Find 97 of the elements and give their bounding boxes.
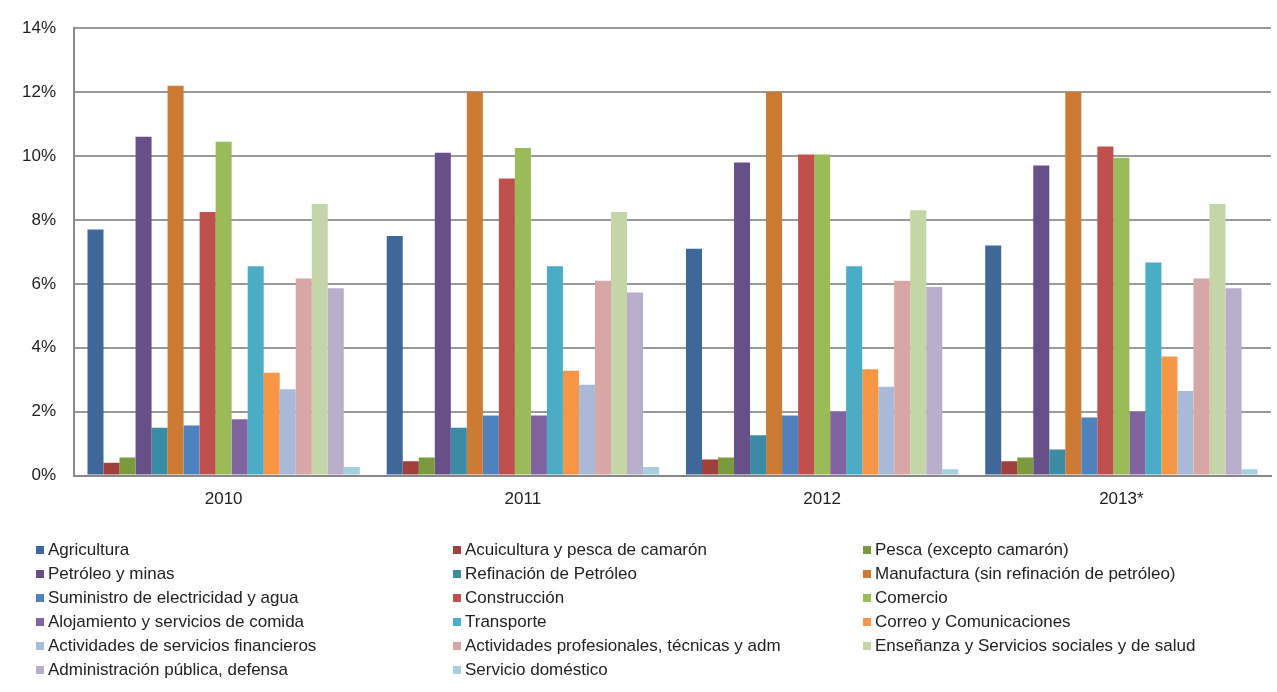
- bar: [1209, 203, 1226, 475]
- legend-label: Transporte: [465, 611, 547, 633]
- bar: [643, 466, 660, 475]
- bar: [798, 154, 815, 475]
- x-tick-label: 2011: [504, 489, 542, 509]
- bar: [734, 162, 751, 475]
- x-tick-label: 2010: [204, 489, 243, 509]
- bar: [434, 152, 451, 475]
- y-tick-label: 4%: [31, 337, 57, 357]
- bar: [718, 457, 735, 475]
- legend-label: Administración pública, defensa: [48, 659, 289, 681]
- bar: [942, 469, 959, 475]
- bar: [610, 211, 628, 475]
- y-tick-label: 14%: [21, 17, 57, 37]
- bar: [766, 92, 783, 475]
- bar: [750, 435, 767, 475]
- bar: [247, 266, 264, 475]
- bar: [562, 370, 579, 475]
- bar: [199, 211, 216, 475]
- bar: [327, 288, 344, 475]
- legend-label: Actividades profesionales, técnicas y adm: [465, 635, 781, 657]
- bar: [1081, 417, 1098, 475]
- legend-label: Petróleo y minas: [48, 563, 175, 585]
- bar: [418, 457, 435, 475]
- bar: [450, 427, 467, 475]
- bar: [862, 369, 879, 475]
- bar: [910, 210, 927, 475]
- bar: [1193, 278, 1210, 475]
- bar: [482, 415, 499, 475]
- bar: [1049, 449, 1066, 475]
- bar: [926, 287, 943, 475]
- bar: [1177, 390, 1194, 475]
- bar: [498, 178, 515, 475]
- bar: [782, 415, 799, 475]
- bar: [386, 235, 403, 475]
- bar: [594, 280, 611, 475]
- bar: [1033, 165, 1050, 475]
- legend-label: Comercio: [875, 587, 948, 609]
- bar: [119, 457, 136, 475]
- bar: [685, 248, 702, 475]
- y-tick-label: 0%: [31, 465, 57, 485]
- legend-label: Agricultura: [48, 539, 130, 561]
- bar: [814, 154, 831, 475]
- bar: [295, 278, 312, 475]
- y-tick-label: 6%: [31, 273, 57, 293]
- bar: [167, 85, 184, 475]
- bar: [1065, 92, 1082, 475]
- legend-label: Manufactura (sin refinación de petróleo): [875, 563, 1176, 585]
- bar: [702, 459, 719, 475]
- y-tick-label: 10%: [21, 145, 57, 165]
- legend-label: Enseñanza y Servicios sociales y de salud: [875, 635, 1196, 657]
- bar: [231, 419, 248, 475]
- bar: [215, 141, 232, 475]
- bar: [151, 427, 168, 475]
- bar: [514, 148, 531, 475]
- y-tick-label: 12%: [21, 81, 57, 101]
- legend-label: Refinación de Petróleo: [465, 563, 638, 585]
- legend-label: Acuicultura y pesca de camarón: [465, 539, 707, 561]
- bar: [1001, 461, 1018, 475]
- bar: [263, 372, 280, 475]
- bar: [546, 266, 563, 475]
- bar: [466, 92, 483, 475]
- bar: [530, 415, 547, 475]
- legend-label: Pesca (excepto camarón): [875, 539, 1069, 561]
- bar: [103, 462, 120, 475]
- bar: [135, 136, 152, 475]
- x-tick-label: 2013*: [1099, 489, 1144, 509]
- bar: [87, 229, 104, 475]
- y-tick-label: 8%: [31, 209, 57, 229]
- y-tick-label: 2%: [31, 401, 57, 421]
- bar: [183, 425, 200, 475]
- bar: [985, 245, 1002, 475]
- x-tick-label: 2012: [803, 489, 842, 509]
- bar: [1097, 146, 1114, 475]
- legend-label: Alojamiento y servicios de comida: [48, 611, 305, 633]
- legend-label: Correo y Comunicaciones: [875, 611, 1071, 633]
- legend-label: Actividades de servicios financieros: [48, 635, 317, 657]
- bar: [1241, 469, 1258, 475]
- bar: [279, 389, 296, 475]
- bar: [846, 266, 863, 475]
- bar: [1225, 288, 1242, 475]
- bar: [830, 411, 847, 475]
- legend-label: Construcción: [465, 587, 565, 609]
- bar: [402, 461, 419, 475]
- bar: [1017, 457, 1034, 475]
- legend-label: Servicio doméstico: [465, 659, 608, 681]
- bar: [578, 384, 595, 475]
- bar: [1113, 157, 1130, 475]
- bar: [627, 292, 644, 475]
- bar: [311, 203, 328, 475]
- bar: [1129, 411, 1146, 475]
- bar: [1161, 356, 1178, 475]
- bar: [343, 466, 360, 475]
- legend-label: Suministro de electricidad y agua: [48, 587, 299, 609]
- bar: [894, 280, 911, 475]
- bar: [1145, 262, 1162, 475]
- bar: [878, 386, 895, 475]
